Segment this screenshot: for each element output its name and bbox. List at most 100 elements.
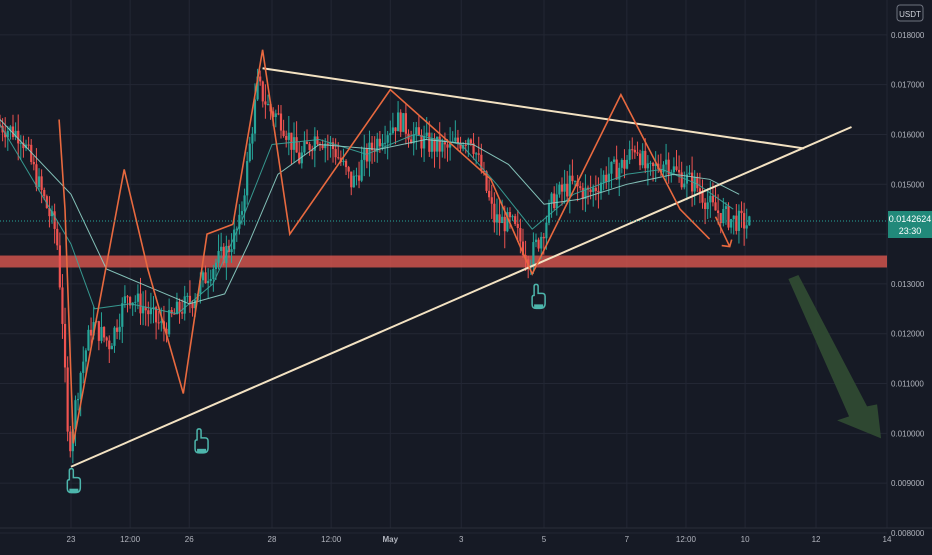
candle-body <box>183 296 186 314</box>
candle-body <box>248 143 251 162</box>
candle-body <box>50 211 54 217</box>
candle-body <box>181 312 184 314</box>
candle-body <box>235 228 238 230</box>
candle-body <box>313 136 316 151</box>
candle-body <box>501 216 504 224</box>
candle-body <box>490 197 493 204</box>
price-tick-label: 0.011000 <box>891 380 924 389</box>
candle-body <box>118 326 121 332</box>
candle-body <box>139 293 142 314</box>
candle-body <box>594 187 597 191</box>
price-tick-label: 0.015000 <box>891 180 925 189</box>
candle-body <box>321 145 324 149</box>
candle-body <box>430 138 434 152</box>
candle-body <box>155 307 158 323</box>
candle-body <box>654 163 657 167</box>
candle-body <box>602 174 605 183</box>
candle-body <box>311 150 314 152</box>
candle-body <box>113 327 116 346</box>
candle-body <box>693 176 696 192</box>
candle-body <box>108 340 111 350</box>
currency-badge[interactable] <box>896 4 924 22</box>
zigzag-line <box>58 119 234 444</box>
candle-body <box>27 144 30 146</box>
candle-body <box>633 149 636 153</box>
candle-body <box>597 190 600 193</box>
time-axis[interactable]: 23 12:00 26 28 12:00 May 3 5 7 12:00 10 12 14 <box>0 527 932 544</box>
candle-body <box>415 127 418 135</box>
candle-body <box>152 307 155 309</box>
candle-body <box>110 345 113 350</box>
candle-body <box>402 113 405 132</box>
candle-body <box>589 189 592 193</box>
candle-body <box>646 163 649 169</box>
candle-body <box>305 141 309 145</box>
candle-body <box>469 139 473 144</box>
candle-body <box>446 144 449 148</box>
candle-body <box>191 302 194 309</box>
candle-body <box>170 309 173 314</box>
price-tick-label: 0.008000 <box>891 529 925 538</box>
price-tick-label: 0.016000 <box>891 130 925 139</box>
candle-body <box>204 272 207 284</box>
candle-body <box>508 212 512 218</box>
candle-body <box>459 143 462 149</box>
candle-body <box>352 175 355 188</box>
candle-body <box>370 142 374 151</box>
trendlines <box>70 67 852 468</box>
candle-body <box>714 202 717 211</box>
candle-body <box>592 187 595 193</box>
candle-body <box>365 148 368 162</box>
candle-body <box>553 193 556 209</box>
candle-body <box>126 296 129 298</box>
candle-body <box>428 132 431 152</box>
candle-body <box>303 141 306 153</box>
candle-body <box>87 329 90 351</box>
time-tick-label: 12:00 <box>321 535 342 544</box>
candle-body <box>274 113 277 118</box>
candle-body <box>547 203 551 223</box>
candle-body <box>56 228 59 246</box>
candle-body <box>532 242 535 266</box>
candle-body <box>443 142 447 145</box>
candle-body <box>100 326 103 341</box>
candle-body <box>342 160 345 163</box>
candle-body <box>376 138 379 152</box>
time-tick-label: 10 <box>741 535 750 544</box>
trendline <box>70 126 852 468</box>
candle-body <box>142 307 145 314</box>
candle-body <box>194 300 197 309</box>
candle-body <box>724 206 728 209</box>
candle-body <box>545 222 548 239</box>
hand-marker-2-icon <box>194 428 209 454</box>
candle-body <box>175 301 179 314</box>
candle-body <box>188 295 192 303</box>
candle-body <box>503 216 506 232</box>
zigzag-line <box>232 49 711 276</box>
candle-body <box>240 211 244 215</box>
time-tick-label: 14 <box>883 535 892 544</box>
candle-body <box>253 99 257 134</box>
candle-body <box>186 295 189 297</box>
candle-body <box>207 280 210 284</box>
candle-body <box>701 192 704 203</box>
candle-body <box>178 301 181 313</box>
candle-body <box>581 187 584 200</box>
time-tick-label: 12 <box>812 535 821 544</box>
candle-body <box>350 171 353 188</box>
candle-body <box>316 136 319 145</box>
candle-body <box>493 203 496 223</box>
candle-body <box>121 303 124 327</box>
support-zone-band <box>0 255 887 268</box>
candle-body <box>201 272 205 281</box>
candle-body <box>511 216 514 218</box>
candle-body <box>22 142 25 149</box>
candle-body <box>84 350 87 362</box>
candle-body <box>347 167 350 172</box>
candle-body <box>730 219 733 228</box>
candle-body <box>441 142 444 152</box>
candle-body <box>644 150 647 169</box>
candle-body <box>53 211 56 229</box>
